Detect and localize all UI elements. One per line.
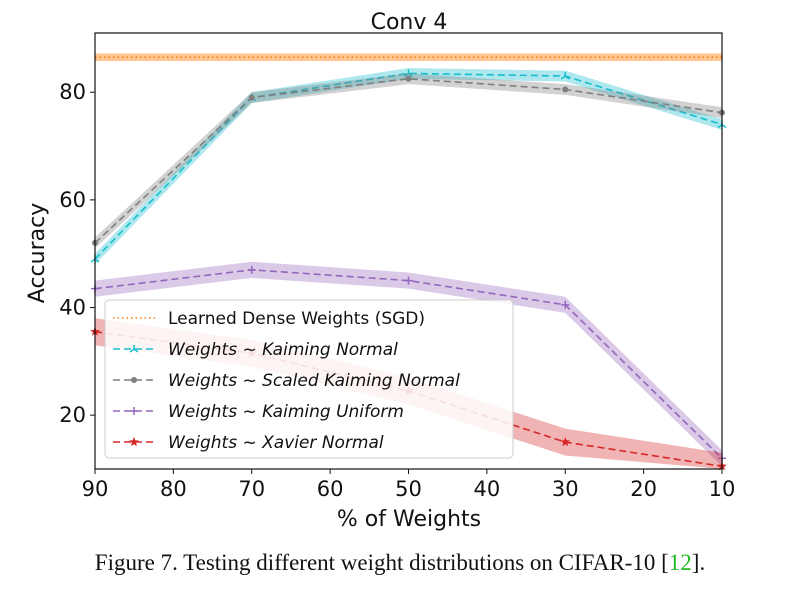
caption-text: Figure 7. Testing different weight distr…: [94, 550, 669, 575]
data-point: [405, 75, 412, 82]
legend-label: Weights ~ Kaiming Normal: [168, 340, 398, 360]
x-tick-label: 60: [317, 477, 344, 501]
x-tick-label: 50: [395, 477, 422, 501]
legend-label: Weights ~ Kaiming Uniform: [168, 402, 404, 422]
legend-label: Weights ~ Scaled Kaiming Normal: [168, 371, 460, 391]
data-point: [562, 86, 569, 93]
chart: Conv 4 90 80 70 60 50 40 30 20 10 20 40 60 80 % of W…: [25, 10, 736, 532]
legend-box: [104, 299, 514, 459]
baseline-band: [95, 53, 722, 61]
x-tick-label: 90: [82, 477, 109, 501]
x-tick-label: 40: [474, 477, 501, 501]
chart-title: Conv 4: [371, 10, 448, 35]
x-tick-label: 20: [630, 477, 657, 501]
legend: Learned Dense Weights (SGD) Weights ~ Kai…: [104, 299, 514, 459]
legend-marker: [129, 437, 139, 446]
legend-marker: [131, 377, 137, 383]
data-point: [404, 276, 413, 285]
y-tick-label: 80: [59, 80, 86, 104]
data-point: [560, 72, 570, 80]
legend-marker: [129, 345, 139, 353]
legend-label: Learned Dense Weights (SGD): [168, 309, 425, 329]
figure-caption: Figure 7. Testing different weight distr…: [0, 550, 800, 576]
series-line-0: [94, 72, 723, 260]
x-tick-label: 10: [709, 477, 736, 501]
y-tick-label: 20: [59, 403, 86, 427]
data-point: [247, 265, 256, 274]
x-tick-label: 80: [160, 477, 187, 501]
caption-end: ].: [691, 550, 706, 575]
y-axis-label: Accuracy: [25, 203, 50, 303]
y-tick-label: 40: [59, 296, 86, 320]
series-band-1: [95, 73, 722, 249]
x-axis-label: % of Weights: [337, 507, 481, 532]
data-point: [560, 437, 570, 447]
data-point: [248, 94, 255, 101]
x-tick-label: 70: [238, 477, 265, 501]
series-band-2: [95, 261, 722, 467]
legend-label: Weights ~ Xavier Normal: [168, 433, 384, 453]
citation-link[interactable]: 12: [668, 550, 692, 575]
y-tick-label: 60: [59, 188, 86, 212]
x-tick-label: 30: [552, 477, 579, 501]
legend-marker: [130, 407, 138, 415]
data-point: [404, 69, 413, 77]
data-point: [561, 300, 570, 309]
